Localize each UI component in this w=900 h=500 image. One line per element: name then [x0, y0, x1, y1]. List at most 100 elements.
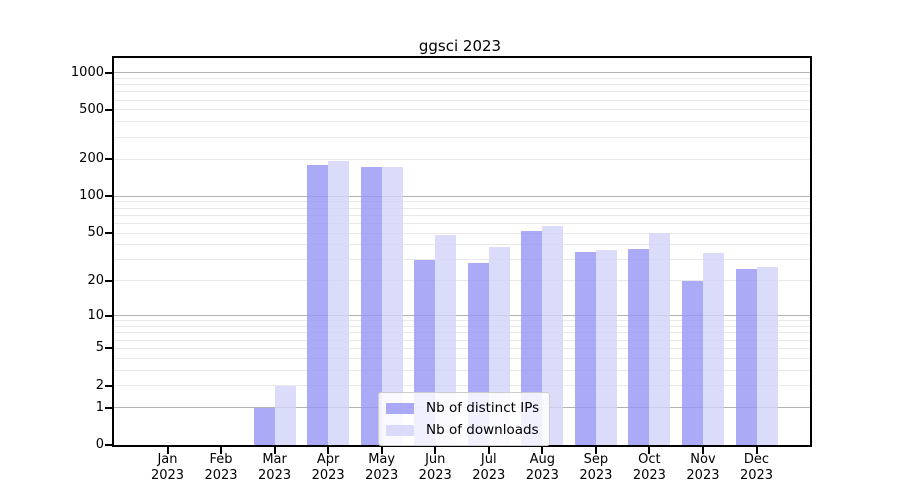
legend: Nb of distinct IPs Nb of downloads — [378, 392, 551, 446]
x-tick-label-nov: Nov 2023 — [675, 452, 731, 484]
x-tick-year-oct: 2023 — [632, 468, 666, 483]
y-tick-label-5: 5 — [95, 340, 104, 356]
y-tick-1000 — [105, 71, 112, 74]
x-tick-year-apr: 2023 — [311, 468, 345, 483]
x-tick-label-oct: Oct 2023 — [621, 452, 677, 484]
y-tick-label-2: 2 — [95, 377, 104, 393]
x-tick-year-may: 2023 — [365, 468, 399, 483]
bar-nov-distinct-ips — [681, 280, 703, 445]
x-tick-label-jan: Jan 2023 — [140, 452, 196, 484]
x-tick-year-nov: 2023 — [686, 468, 720, 483]
x-tick-nov — [701, 447, 704, 454]
gridlines-layer — [114, 58, 810, 445]
gridline-70 — [114, 214, 810, 216]
gridline-1000 — [114, 72, 810, 73]
y-tick-50 — [105, 232, 112, 234]
x-tick-month-feb: Feb — [209, 452, 233, 467]
bar-aug-downloads — [542, 226, 564, 445]
y-tick-0 — [105, 444, 112, 446]
y-tick-200 — [105, 158, 112, 161]
bar-oct-downloads — [649, 233, 671, 445]
gridline-5 — [114, 347, 810, 349]
y-tick-label-100: 100 — [79, 188, 104, 204]
legend-item-downloads: Nb of downloads — [386, 419, 539, 441]
x-tick-label-feb: Feb 2023 — [193, 452, 249, 484]
gridline-10 — [114, 315, 810, 317]
x-tick-month-jun: Jun — [425, 452, 446, 467]
bar-nov-downloads — [702, 253, 724, 445]
x-tick-year-mar: 2023 — [258, 468, 292, 483]
bar-dec-distinct-ips — [735, 269, 757, 445]
y-tick-label-500: 500 — [79, 101, 104, 117]
y-tick-500 — [105, 108, 112, 111]
bar-apr-downloads — [328, 161, 350, 445]
legend-item-distinct-ips: Nb of distinct IPs — [386, 397, 539, 419]
gridline-500 — [114, 109, 810, 111]
y-tick-label-1: 1 — [95, 399, 104, 415]
x-tick-label-dec: Dec 2023 — [729, 452, 785, 484]
gridline-80 — [114, 207, 810, 209]
y-tick-20 — [105, 279, 112, 282]
x-tick-jul — [487, 447, 490, 454]
gridline-90 — [114, 201, 810, 203]
y-tick-label-200: 200 — [79, 151, 104, 167]
x-tick-month-nov: Nov — [690, 452, 716, 467]
gridline-3 — [114, 369, 810, 371]
x-tick-feb — [220, 447, 223, 454]
x-tick-month-mar: Mar — [262, 452, 287, 467]
x-tick-month-dec: Dec — [743, 452, 770, 467]
x-tick-month-jul: Jul — [480, 452, 497, 467]
x-tick-label-jul: Jul 2023 — [461, 452, 517, 484]
gridline-900 — [114, 77, 810, 79]
y-tick-1 — [105, 406, 112, 409]
y-tick-label-1000: 1000 — [70, 64, 104, 80]
chart-title: ggsci 2023 — [418, 37, 502, 55]
x-tick-month-aug: Aug — [529, 452, 555, 467]
y-tick-label-50: 50 — [87, 225, 104, 240]
y-tick-label-20: 20 — [87, 272, 104, 288]
y-tick-label-0: 0 — [95, 437, 104, 452]
x-tick-year-aug: 2023 — [525, 468, 559, 483]
bar-mar-distinct-ips — [253, 407, 275, 445]
bar-mar-downloads — [274, 385, 296, 445]
y-tick-5 — [105, 347, 112, 350]
gridline-9 — [114, 320, 810, 322]
x-tick-year-jul: 2023 — [472, 468, 506, 483]
x-tick-sep — [594, 447, 597, 454]
y-tick-label-10: 10 — [87, 307, 104, 323]
bar-dec-downloads — [756, 267, 778, 445]
legend-label-distinct-ips: Nb of distinct IPs — [426, 400, 540, 416]
x-tick-jun — [434, 447, 437, 454]
x-tick-dec — [755, 447, 758, 454]
x-tick-label-may: May 2023 — [354, 452, 410, 484]
gridline-200 — [114, 158, 810, 160]
gridline-7 — [114, 332, 810, 334]
x-tick-month-oct: Oct — [638, 452, 661, 467]
x-tick-label-apr: Apr 2023 — [300, 452, 356, 484]
x-tick-label-mar: Mar 2023 — [247, 452, 303, 484]
y-tick-2 — [105, 384, 112, 387]
legend-swatch-downloads-icon — [386, 424, 414, 436]
x-tick-mar — [273, 447, 276, 454]
gridline-2 — [114, 385, 810, 387]
x-tick-month-may: May — [368, 452, 396, 467]
gridline-8 — [114, 326, 810, 328]
gridline-50 — [114, 232, 810, 234]
gridline-100 — [114, 195, 810, 197]
bar-sep-downloads — [595, 250, 617, 445]
legend-label-downloads: Nb of downloads — [426, 422, 539, 438]
bar-may-downloads — [381, 167, 403, 445]
x-tick-month-apr: Apr — [316, 452, 340, 467]
x-tick-apr — [327, 447, 330, 454]
bar-aug-distinct-ips — [521, 230, 543, 445]
gridline-400 — [114, 121, 810, 123]
bar-oct-distinct-ips — [628, 248, 650, 445]
bar-sep-distinct-ips — [574, 251, 596, 445]
legend-swatch-distinct-ips-icon — [386, 402, 414, 414]
x-tick-month-sep: Sep — [583, 452, 609, 467]
y-tick-100 — [105, 195, 112, 198]
gridline-40 — [114, 244, 810, 246]
bar-may-distinct-ips — [360, 167, 382, 445]
y-tick-10 — [105, 314, 112, 317]
